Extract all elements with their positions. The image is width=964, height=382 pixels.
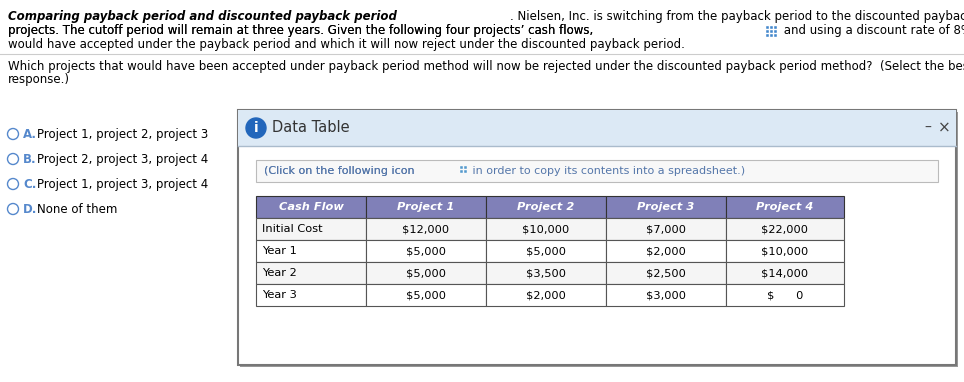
Bar [606,240,726,262]
Bar [240,112,958,367]
Bar [256,262,366,284]
Text: Which projects that would have been accepted under payback period method will no: Which projects that would have been acce… [8,60,964,73]
Circle shape [246,118,266,138]
Bar [774,26,777,29]
Text: $22,000: $22,000 [762,224,809,234]
Bar [606,218,726,240]
Bar [726,284,844,306]
Bar [726,240,844,262]
Text: would have accepted under the payback period and which it will now reject under : would have accepted under the payback pe… [8,38,684,51]
Text: Project 1, project 2, project 3: Project 1, project 2, project 3 [37,128,208,141]
Bar [464,166,467,169]
Bar [256,160,938,182]
Bar [256,284,366,306]
Text: $10,000: $10,000 [762,246,809,256]
Text: C.: C. [23,178,37,191]
Text: and using a discount rate of 8%, determine which projects it: and using a discount rate of 8%, determi… [780,24,964,37]
Text: $5,000: $5,000 [406,246,446,256]
Text: Comparing payback period and discounted payback period: Comparing payback period and discounted … [8,10,397,23]
Text: $2,000: $2,000 [646,246,686,256]
Text: $5,000: $5,000 [406,290,446,300]
Bar [726,196,844,218]
Bar [774,34,777,37]
Text: B.: B. [23,153,37,166]
Text: Project 1: Project 1 [397,202,455,212]
Bar [726,262,844,284]
Bar [606,284,726,306]
Text: Year 1: Year 1 [262,246,297,256]
Bar [366,284,486,306]
Text: $5,000: $5,000 [406,268,446,278]
Bar [766,30,769,33]
Bar [486,284,606,306]
Text: Initial Cost: Initial Cost [262,224,323,234]
Bar [766,26,769,29]
Bar [238,110,956,146]
Text: in order to copy its contents into a spreadsheet.): in order to copy its contents into a spr… [469,166,745,176]
Bar [366,218,486,240]
Text: None of them: None of them [37,203,118,216]
Bar [238,110,956,365]
Text: $2,000: $2,000 [526,290,566,300]
Bar [464,170,467,173]
Text: projects. The cutoff period will remain at three years. Given the following four: projects. The cutoff period will remain … [8,24,593,37]
Bar [256,240,366,262]
Text: . Nielsen, Inc. is switching from the payback period to the discounted payback p: . Nielsen, Inc. is switching from the pa… [510,10,964,23]
Bar [486,218,606,240]
Bar [256,218,366,240]
Bar [770,30,773,33]
Bar [770,26,773,29]
Bar [726,218,844,240]
Bar [461,166,464,169]
Text: Project 1, project 3, project 4: Project 1, project 3, project 4 [37,178,208,191]
Text: $3,500: $3,500 [526,268,566,278]
Text: Data Table: Data Table [272,120,350,136]
Text: Year 3: Year 3 [262,290,297,300]
Bar [770,34,773,37]
Text: Project 4: Project 4 [757,202,814,212]
Bar [774,30,777,33]
Text: (Click on the following icon: (Click on the following icon [264,166,415,176]
Text: Project 3: Project 3 [637,202,695,212]
Bar [486,262,606,284]
Bar [256,196,366,218]
Text: $14,000: $14,000 [762,268,809,278]
Bar [606,262,726,284]
Bar [606,196,726,218]
Text: Project 2, project 3, project 4: Project 2, project 3, project 4 [37,153,208,166]
Text: $2,500: $2,500 [646,268,686,278]
Bar [486,240,606,262]
Text: Project 2: Project 2 [518,202,575,212]
Text: $10,000: $10,000 [522,224,570,234]
Text: (Click on the following icon: (Click on the following icon [264,166,415,176]
Text: projects. The cutoff period will remain at three years. Given the following four: projects. The cutoff period will remain … [8,24,593,37]
Text: $5,000: $5,000 [526,246,566,256]
Bar [366,240,486,262]
Text: $3,000: $3,000 [646,290,686,300]
Bar [366,196,486,218]
Bar [766,34,769,37]
Text: i: i [254,121,258,135]
Text: $12,000: $12,000 [402,224,449,234]
Text: D.: D. [23,203,38,216]
Text: ×: × [938,120,951,136]
Text: –: – [924,121,931,135]
Bar [366,262,486,284]
Text: Year 2: Year 2 [262,268,297,278]
Text: $7,000: $7,000 [646,224,686,234]
Text: Cash Flow: Cash Flow [279,202,343,212]
Text: response.): response.) [8,73,70,86]
Text: $      0: $ 0 [766,290,803,300]
Bar [461,170,464,173]
Text: A.: A. [23,128,37,141]
Bar [486,196,606,218]
